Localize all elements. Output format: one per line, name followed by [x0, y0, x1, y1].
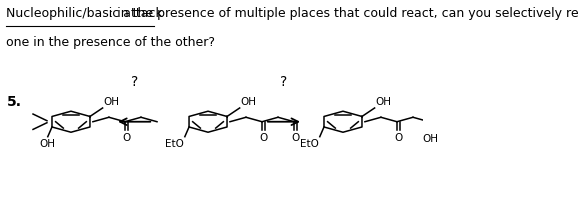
- Text: O: O: [259, 133, 267, 143]
- Text: Nucleophilic/basic attack: Nucleophilic/basic attack: [6, 7, 163, 20]
- Text: OH: OH: [423, 133, 439, 143]
- Text: one in the presence of the other?: one in the presence of the other?: [6, 35, 215, 49]
- Text: ?: ?: [131, 75, 138, 89]
- Text: O: O: [122, 133, 130, 143]
- Text: : in the presence of multiple places that could react, can you selectively react: : in the presence of multiple places tha…: [108, 7, 579, 20]
- Text: O: O: [394, 133, 402, 143]
- Text: OH: OH: [103, 97, 119, 107]
- Text: EtO: EtO: [164, 139, 184, 149]
- Text: O: O: [291, 133, 299, 143]
- Text: OH: OH: [240, 97, 256, 107]
- Text: OH: OH: [40, 139, 56, 149]
- Text: OH: OH: [375, 97, 391, 107]
- Text: EtO: EtO: [300, 139, 318, 149]
- Text: 5.: 5.: [6, 95, 21, 109]
- Text: ?: ?: [280, 75, 288, 89]
